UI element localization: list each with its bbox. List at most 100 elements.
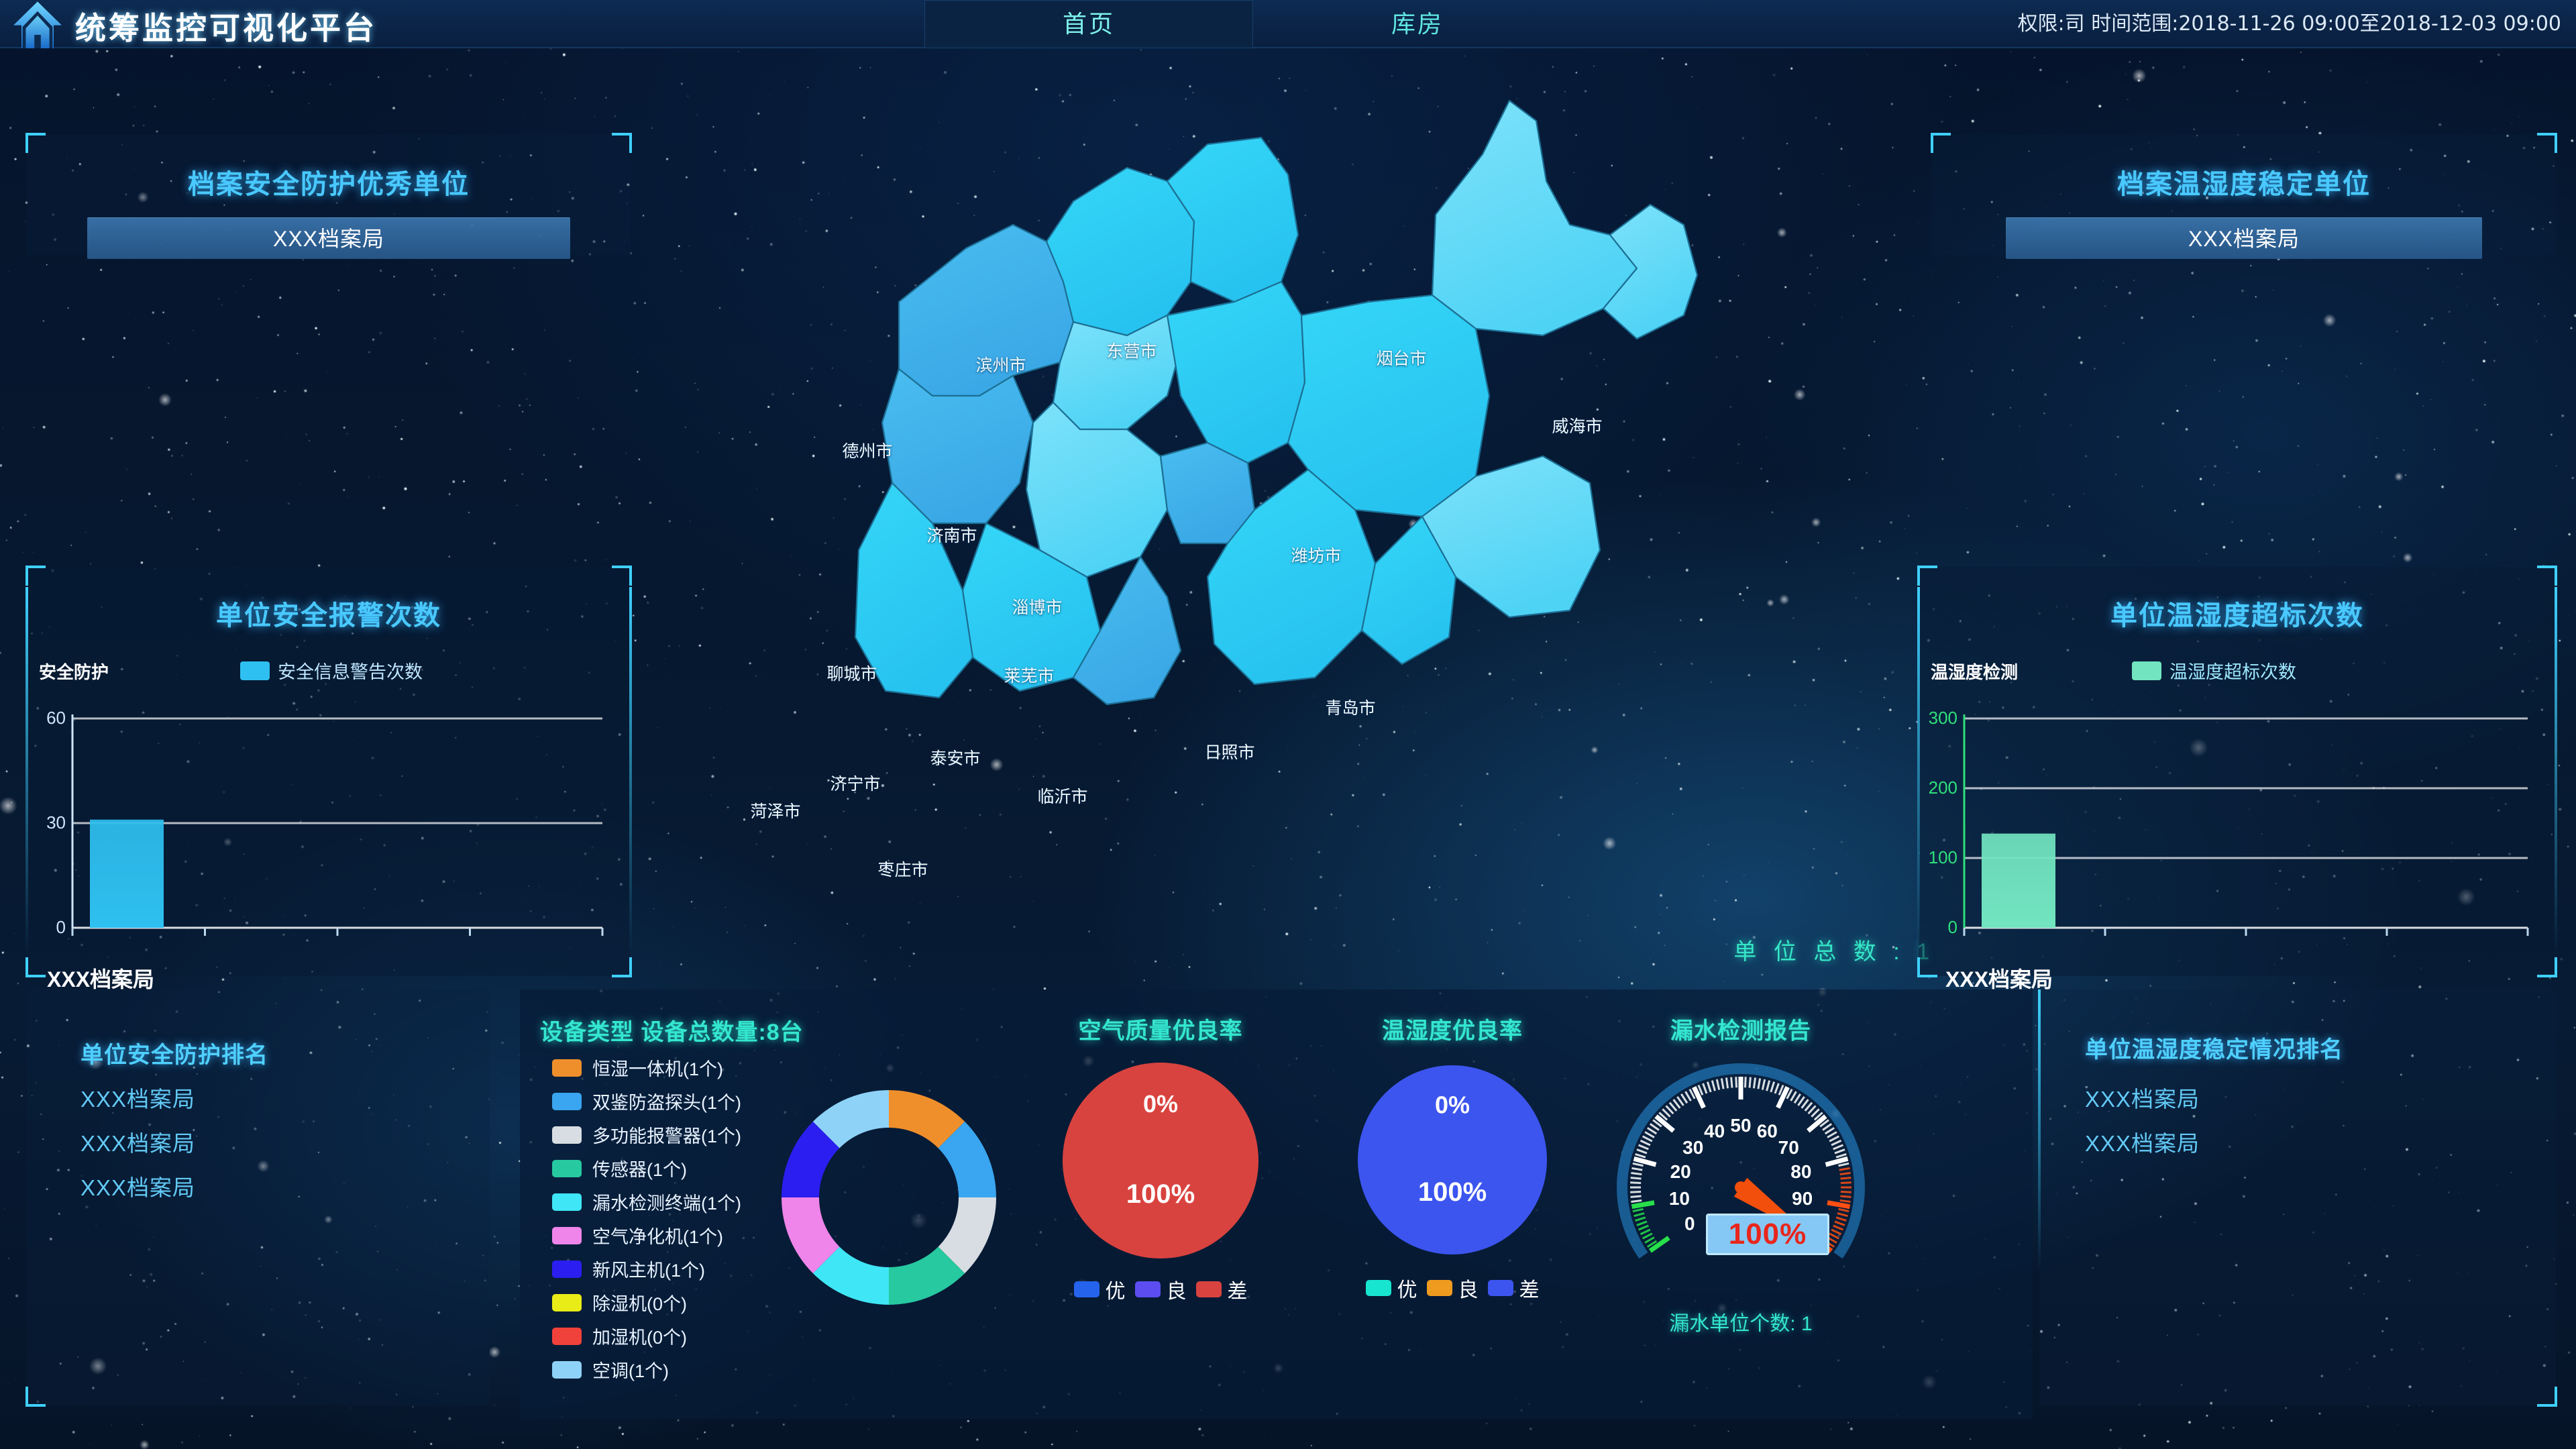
temp-humidity-title: 温湿度优良率 xyxy=(1382,1018,1523,1044)
legend-swatch-humidity xyxy=(2132,661,2161,680)
air-quality-legend-label: 良 xyxy=(1166,1281,1187,1303)
svg-text:30: 30 xyxy=(1682,1137,1703,1158)
panel-title-security-alarm-count: 单位安全报警次数 xyxy=(216,601,441,631)
device-legend-label: 除湿机(0个) xyxy=(592,1294,687,1314)
device-legend-swatch xyxy=(552,1159,582,1177)
air-quality-legend[interactable]: 优良差 xyxy=(1016,1275,1305,1304)
air-quality-pie-chart: 0% 100% xyxy=(1063,1063,1258,1258)
stable-humidity-unit-value: XXX档案局 xyxy=(2006,217,2482,259)
device-legend-label: 空调(1个) xyxy=(592,1361,669,1381)
humidity-ranking-list[interactable]: XXX档案局 XXX档案局 xyxy=(2085,1081,2556,1158)
humidity-rank-item[interactable]: XXX档案局 xyxy=(2085,1131,2200,1156)
corner-bracket xyxy=(25,957,46,977)
shandong-map[interactable]: 单 位 总 数 : 1 滨州市 东营市 烟台市 威海市 德州市 济南市 淄博市 潍坊市 青岛市聊… xyxy=(698,80,1929,979)
map-city-4: 德州市 xyxy=(842,442,893,461)
leak-unit-count: 漏水单位个数: 1 xyxy=(1669,1313,1813,1335)
device-type-donut-chart xyxy=(782,1090,996,1305)
corner-bracket xyxy=(612,957,632,977)
device-legend-swatch xyxy=(552,1293,582,1311)
map-city-8: 青岛市 xyxy=(1325,699,1376,718)
air-quality-legend-item[interactable]: 良 xyxy=(1134,1275,1187,1304)
svg-text:0: 0 xyxy=(1948,917,1957,937)
corner-bracket xyxy=(2537,1387,2557,1407)
air-quality-legend-item[interactable]: 差 xyxy=(1195,1275,1248,1304)
panel-security-alarm-count: 单位安全报警次数 安全防护 安全信息警告次数 0 30 60 XXX档案局 xyxy=(25,566,632,991)
map-city-10: 莱芜市 xyxy=(1004,667,1055,686)
temp-humidity-legend[interactable]: 优良差 xyxy=(1318,1273,1587,1303)
security-rank-item[interactable]: XXX档案局 xyxy=(80,1175,196,1200)
humidity-rank-item[interactable]: XXX档案局 xyxy=(2085,1087,2200,1112)
map-city-11: 泰安市 xyxy=(930,749,981,768)
panel-humidity-ranking: 单位温湿度稳定情况排名 XXX档案局 XXX档案局 xyxy=(2038,989,2557,1407)
pie-data-label: 100% xyxy=(1418,1177,1487,1207)
corner-bracket xyxy=(612,566,632,586)
excellent-security-unit-value: XXX档案局 xyxy=(87,217,570,259)
tab-home[interactable]: 首页 xyxy=(924,0,1253,48)
temp-humidity-legend-item[interactable]: 优 xyxy=(1365,1273,1417,1303)
svg-text:30: 30 xyxy=(46,812,66,833)
temp-humidity-legend-label: 优 xyxy=(1397,1279,1417,1301)
map-svg xyxy=(854,99,1699,706)
map-city-14: 临沂市 xyxy=(1037,788,1088,806)
app-header: 统筹监控可视化平台 首页 库房 权限:司 时间范围:2018-11-26 09:… xyxy=(0,0,2576,48)
humidity-chart-legend[interactable]: 温湿度超标次数 xyxy=(2132,657,2296,684)
device-legend-row[interactable]: 空调(1个) xyxy=(552,1356,2033,1383)
corner-bracket xyxy=(25,566,46,586)
corner-bracket xyxy=(25,1387,46,1407)
panel-title-security-ranking: 单位安全防护排名 xyxy=(80,1042,268,1068)
air-quality-legend-item[interactable]: 优 xyxy=(1073,1275,1126,1304)
panel-security-ranking: 单位安全防护排名 XXX档案局 XXX档案局 XXX档案局 xyxy=(25,989,490,1407)
panel-edge xyxy=(2038,989,2041,1271)
home-icon xyxy=(13,1,62,48)
temp-humidity-legend-item[interactable]: 差 xyxy=(1487,1273,1540,1303)
panel-device-overview: 设备类型 设备总数量:8台 恒湿一体机(1个) 双鉴防盗探头(1个) 多功能报警器(… xyxy=(520,989,2033,1419)
device-legend-label: 恒湿一体机(1个) xyxy=(592,1059,723,1079)
legend-swatch-security xyxy=(240,661,270,680)
leak-gauge-value: 100% xyxy=(1706,1214,1829,1255)
device-legend-swatch xyxy=(552,1092,582,1110)
leak-report-title: 漏水检测报告 xyxy=(1670,1018,1811,1044)
panel-stable-humidity-unit: 档案温湿度稳定单位 XXX档案局 xyxy=(1931,133,2557,259)
svg-text:20: 20 xyxy=(1670,1161,1691,1182)
svg-text:60: 60 xyxy=(1757,1121,1778,1142)
corner-bracket xyxy=(1931,133,1951,153)
temp-humidity-legend-item[interactable]: 良 xyxy=(1426,1273,1479,1303)
panel-excellent-security-unit: 档案安全防护优秀单位 XXX档案局 xyxy=(25,133,632,259)
security-ranking-list[interactable]: XXX档案局 XXX档案局 XXX档案局 xyxy=(80,1081,490,1202)
svg-text:50: 50 xyxy=(1730,1115,1751,1136)
map-city-16: 枣庄市 xyxy=(877,861,928,879)
device-legend-swatch xyxy=(552,1193,582,1211)
app-title: 统筹监控可视化平台 xyxy=(75,10,377,46)
svg-text:100: 100 xyxy=(1929,847,1957,867)
device-legend-label: 多功能报警器(1个) xyxy=(592,1126,741,1146)
corner-bracket xyxy=(25,133,46,153)
temp-humidity-legend-swatch xyxy=(1487,1280,1513,1296)
security-rank-item[interactable]: XXX档案局 xyxy=(80,1087,196,1112)
map-city-12: 菏泽市 xyxy=(750,802,801,821)
device-legend-swatch xyxy=(552,1360,582,1379)
map-city-13: 济宁市 xyxy=(830,775,881,794)
map-city-9: 聊城市 xyxy=(826,665,877,684)
map-city-0: 滨州市 xyxy=(975,356,1026,375)
security-alarm-bar-chart: 0 30 60 xyxy=(46,709,604,937)
panel-title-stable-humidity-unit: 档案温湿度稳定单位 xyxy=(2117,170,2371,199)
svg-text:200: 200 xyxy=(1929,777,1957,798)
svg-text:300: 300 xyxy=(1929,709,1957,728)
security-chart-legend[interactable]: 安全信息警告次数 xyxy=(240,657,423,684)
security-axis-name: 安全防护 xyxy=(39,662,109,682)
legend-label-security: 安全信息警告次数 xyxy=(278,662,423,682)
air-quality-legend-label: 差 xyxy=(1227,1281,1248,1303)
map-city-2: 烟台市 xyxy=(1376,350,1427,368)
svg-text:80: 80 xyxy=(1790,1161,1811,1182)
device-legend-label: 新风主机(1个) xyxy=(592,1260,705,1281)
pie-data-label: 0% xyxy=(1143,1090,1178,1118)
corner-bracket xyxy=(2537,133,2557,153)
map-city-6: 淄博市 xyxy=(1012,598,1063,617)
svg-text:0: 0 xyxy=(1684,1213,1695,1234)
temp-humidity-legend-swatch xyxy=(1426,1280,1452,1296)
svg-text:0: 0 xyxy=(56,917,66,937)
tab-warehouse[interactable]: 库房 xyxy=(1391,10,1444,38)
svg-text:40: 40 xyxy=(1704,1121,1725,1142)
security-rank-item[interactable]: XXX档案局 xyxy=(80,1131,196,1156)
